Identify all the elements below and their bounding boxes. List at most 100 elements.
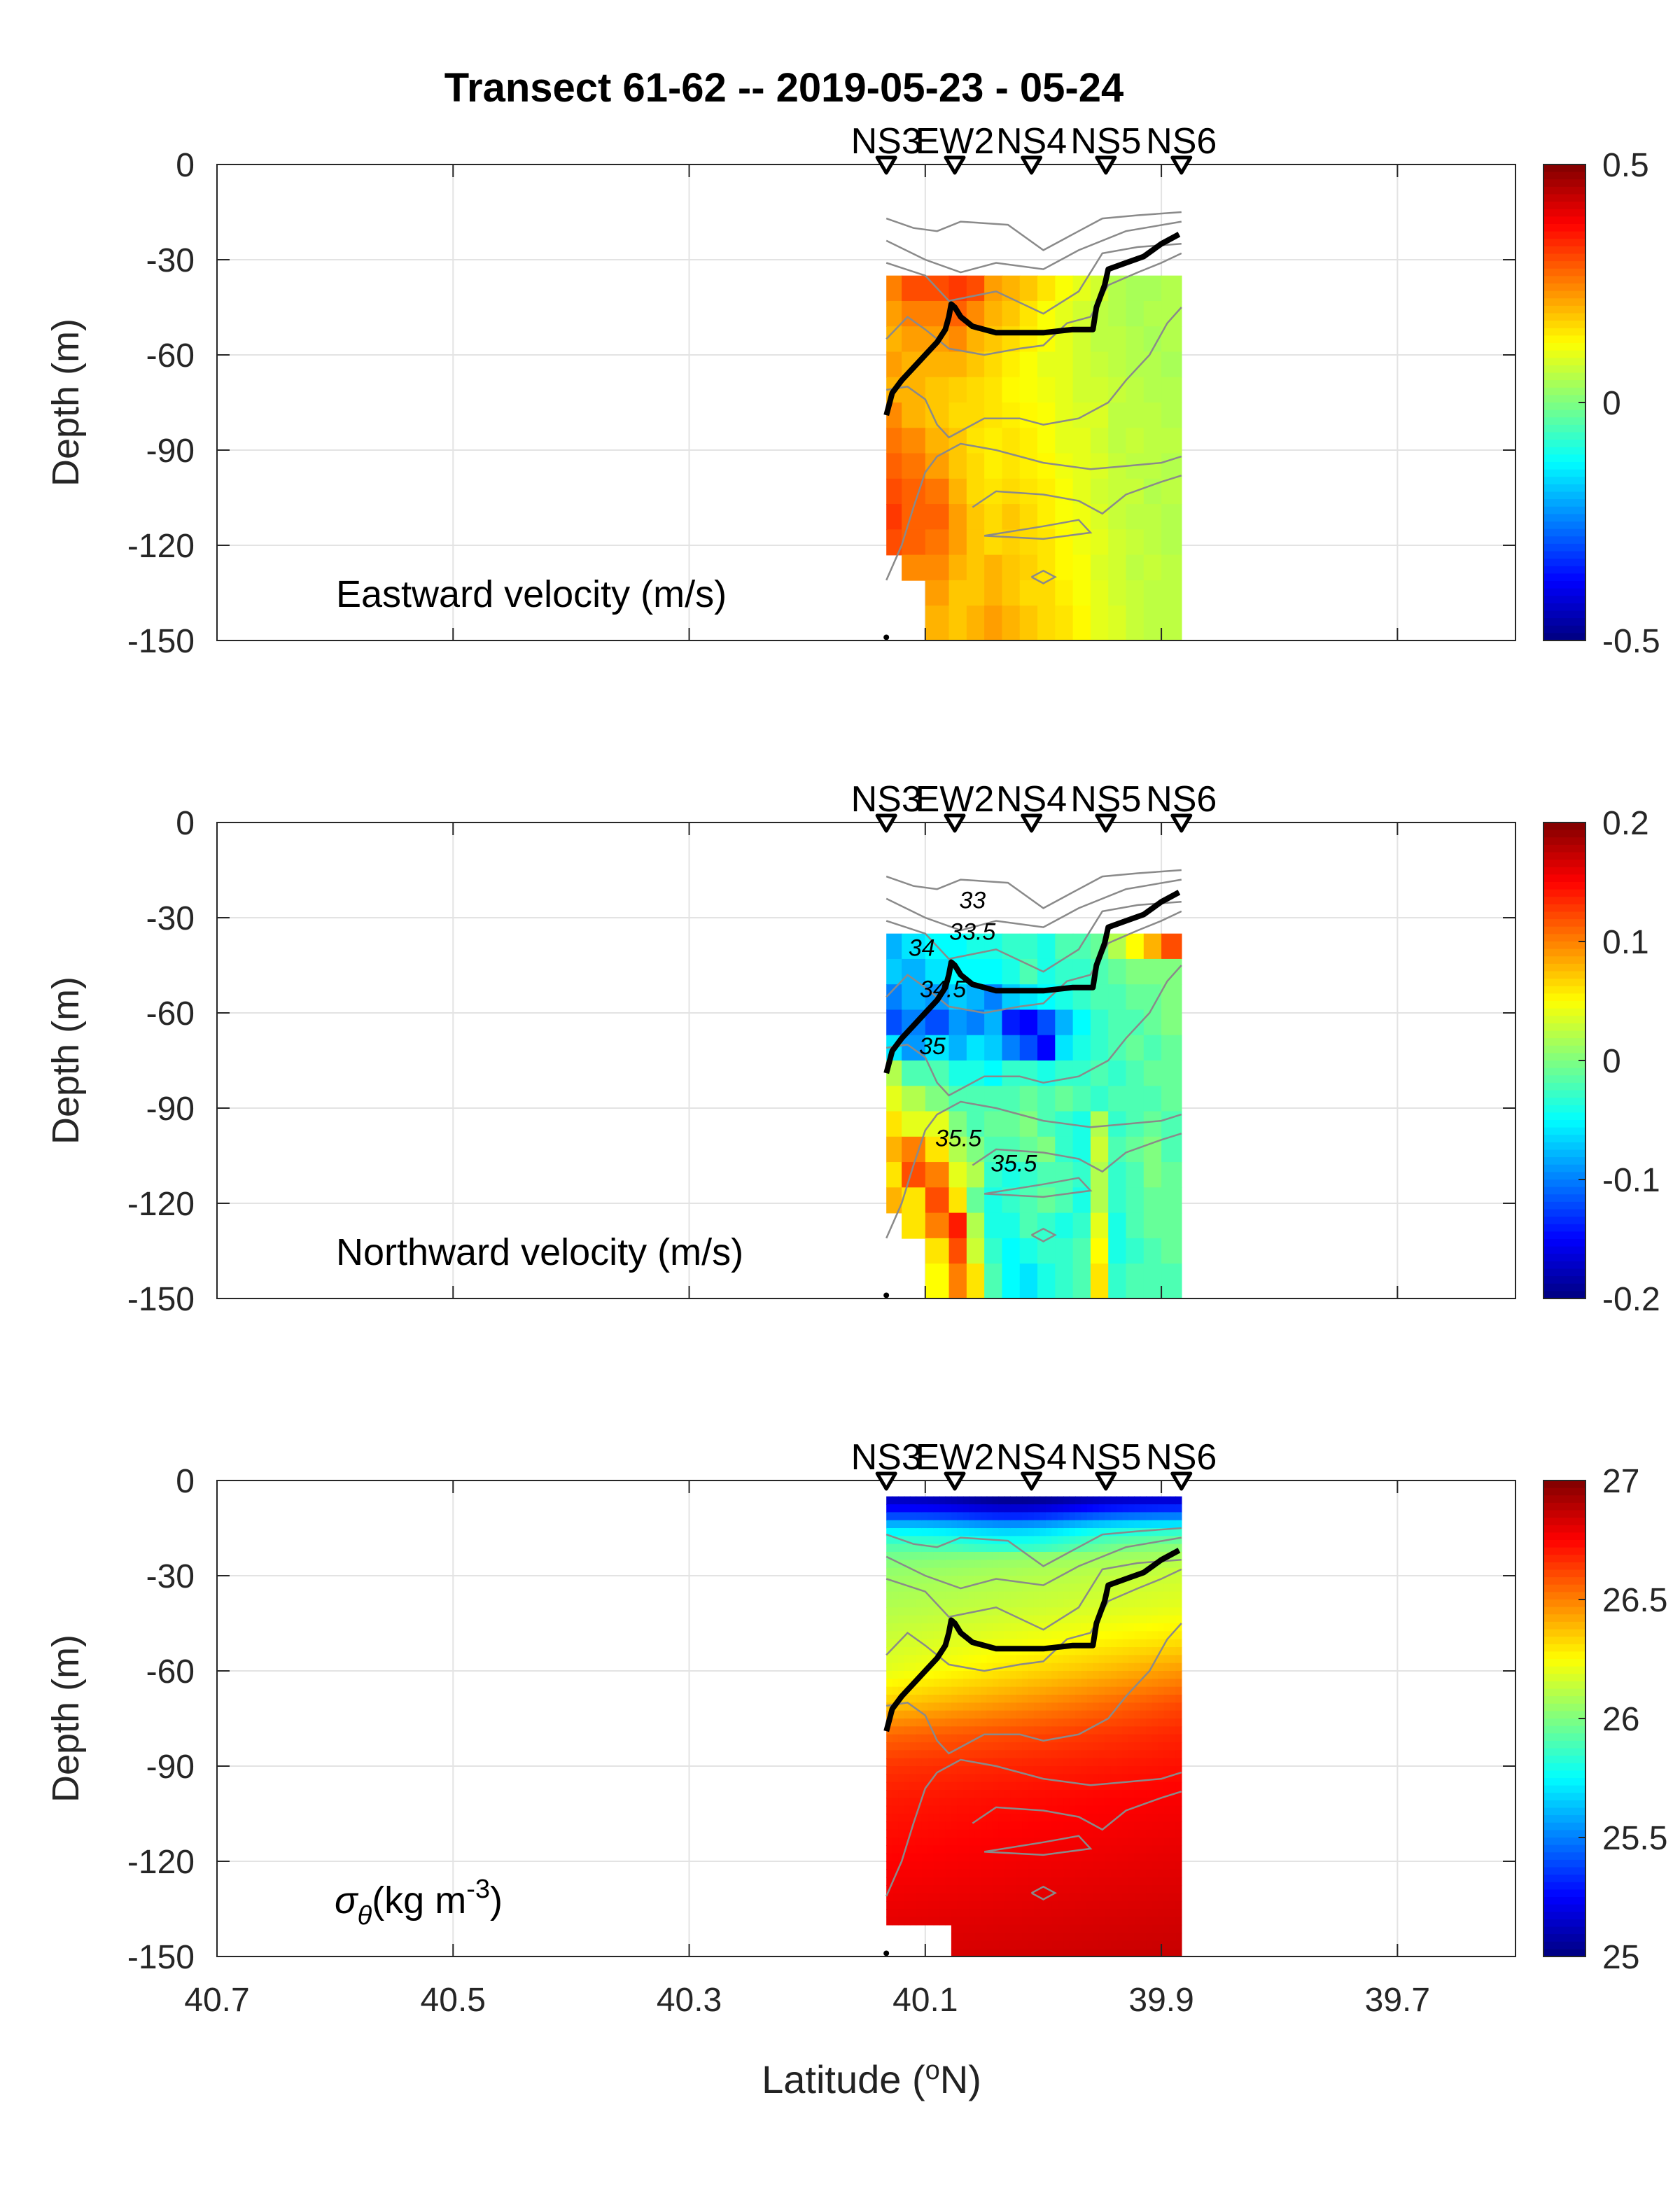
data-cell <box>1019 1264 1038 1299</box>
data-cell <box>986 1829 993 1838</box>
data-cell <box>1158 1607 1165 1616</box>
data-cell <box>1074 1885 1082 1894</box>
data-cell <box>886 1607 893 1616</box>
colorbar-segment <box>1544 1852 1586 1861</box>
data-cell <box>904 1504 911 1513</box>
data-cell <box>1105 1917 1112 1926</box>
data-cell <box>1004 1877 1011 1886</box>
data-cell <box>969 1679 976 1688</box>
data-cell <box>1175 1567 1182 1576</box>
data-cell <box>1074 1583 1082 1592</box>
data-cell <box>969 1948 976 1957</box>
data-cell <box>1063 1504 1070 1513</box>
data-cell <box>916 1576 923 1585</box>
data-cell <box>1093 1695 1100 1704</box>
data-cell <box>1143 958 1162 985</box>
data-cell <box>1057 1909 1064 1918</box>
data-cell <box>1158 1726 1165 1735</box>
data-cell <box>1057 1924 1064 1933</box>
data-cell <box>916 1662 923 1672</box>
data-cell <box>1022 1924 1029 1933</box>
data-cell <box>1010 1845 1017 1854</box>
data-cell <box>921 1647 928 1656</box>
bottom-marker <box>883 634 890 640</box>
data-cell <box>1016 1631 1023 1640</box>
colorbar-segment <box>1544 1577 1586 1586</box>
data-cell <box>1140 1805 1147 1814</box>
colorbar-segment <box>1544 313 1586 321</box>
axes-box <box>216 164 1516 641</box>
colorbar-segment <box>1544 822 1586 831</box>
data-cell <box>916 1631 923 1640</box>
data-cell <box>1037 1264 1056 1299</box>
data-cell <box>1081 1933 1088 1942</box>
data-cell <box>1086 1734 1094 1743</box>
data-cell <box>1122 1631 1129 1640</box>
data-cell <box>909 1718 917 1728</box>
data-cell <box>1033 1861 1041 1870</box>
data-cell <box>969 1790 976 1799</box>
data-cell <box>957 1528 964 1537</box>
data-cell <box>1116 1718 1124 1728</box>
data-cell <box>1022 1734 1029 1743</box>
data-cell <box>1072 1035 1091 1061</box>
data-cell <box>951 1782 958 1791</box>
data-cell <box>927 1576 934 1585</box>
data-cell <box>992 1774 1000 1783</box>
data-cell <box>1074 1948 1082 1957</box>
colorbar-segment <box>1544 1637 1586 1645</box>
data-cell <box>1169 1662 1177 1672</box>
bottom-marker <box>883 1292 890 1298</box>
colorbar-segment <box>1544 1186 1586 1196</box>
data-cell <box>1002 1187 1021 1214</box>
data-cell <box>1063 1615 1070 1624</box>
data-cell <box>1163 1662 1170 1672</box>
salinity-contour <box>886 1559 1182 1631</box>
data-cell <box>998 1726 1005 1735</box>
contour-label: 33.5 <box>949 919 995 946</box>
data-cell <box>1098 1647 1105 1656</box>
data-cell <box>992 1504 1000 1513</box>
data-cell <box>886 1671 893 1680</box>
data-cell <box>1175 1821 1182 1830</box>
data-cell <box>1063 1829 1070 1838</box>
data-cell <box>1063 1742 1070 1751</box>
data-cell <box>1134 1504 1141 1513</box>
colorbar-segment <box>1544 380 1586 388</box>
data-cell <box>1004 1861 1011 1870</box>
colorbar-segment <box>1544 224 1586 232</box>
data-cell <box>1081 1671 1088 1680</box>
data-cell <box>1163 1758 1170 1767</box>
station-marker <box>875 1471 897 1491</box>
data-cell <box>998 1583 1005 1592</box>
data-cell <box>1033 1615 1041 1624</box>
data-cell <box>1175 1710 1182 1719</box>
data-cell <box>1146 1702 1153 1712</box>
data-cell <box>981 1504 988 1513</box>
data-cell <box>1004 1544 1011 1553</box>
data-cell <box>1152 1861 1158 1870</box>
data-cell <box>998 1615 1005 1624</box>
data-cell <box>945 1750 952 1759</box>
data-cell <box>974 1790 981 1799</box>
data-cell <box>1022 1607 1029 1616</box>
data-cell <box>898 1496 905 1505</box>
data-cell <box>974 1893 981 1902</box>
data-cell <box>1146 1528 1153 1537</box>
data-cell <box>909 1750 917 1759</box>
data-cell <box>1069 1662 1076 1672</box>
data-cell <box>1051 1583 1058 1592</box>
colorbar-segment <box>1544 618 1586 626</box>
data-cell <box>1086 1623 1094 1632</box>
data-cell <box>974 1750 981 1759</box>
data-cell <box>1158 1576 1165 1585</box>
data-cell <box>1057 1758 1064 1767</box>
data-cell <box>1045 1933 1053 1942</box>
data-cell <box>1022 1576 1029 1585</box>
data-cell <box>1146 1750 1153 1759</box>
data-cell <box>904 1790 911 1799</box>
data-cell <box>981 1774 988 1783</box>
data-cell <box>927 1512 934 1521</box>
data-cell <box>945 1798 952 1807</box>
data-cell <box>1069 1805 1076 1814</box>
